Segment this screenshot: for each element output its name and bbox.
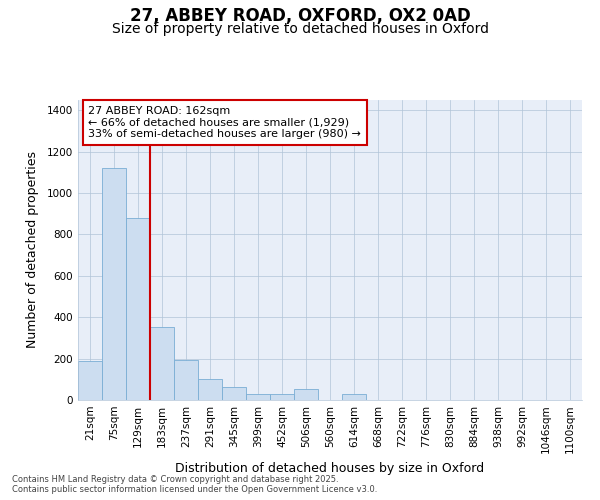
Text: 27, ABBEY ROAD, OXFORD, OX2 0AD: 27, ABBEY ROAD, OXFORD, OX2 0AD <box>130 8 470 26</box>
Bar <box>150 326 174 400</box>
Text: Contains public sector information licensed under the Open Government Licence v3: Contains public sector information licen… <box>12 485 377 494</box>
Text: 27 ABBEY ROAD: 162sqm
← 66% of detached houses are smaller (1,929)
33% of semi-d: 27 ABBEY ROAD: 162sqm ← 66% of detached … <box>88 106 361 139</box>
Bar <box>198 380 222 400</box>
Bar <box>174 360 198 400</box>
Bar <box>246 394 270 400</box>
Bar <box>222 386 246 400</box>
X-axis label: Distribution of detached houses by size in Oxford: Distribution of detached houses by size … <box>175 462 485 475</box>
Bar <box>342 394 366 400</box>
Bar <box>102 168 126 400</box>
Y-axis label: Number of detached properties: Number of detached properties <box>26 152 38 348</box>
Text: Size of property relative to detached houses in Oxford: Size of property relative to detached ho… <box>112 22 488 36</box>
Bar <box>270 394 294 400</box>
Bar <box>126 218 150 400</box>
Bar <box>78 360 102 400</box>
Text: Contains HM Land Registry data © Crown copyright and database right 2025.: Contains HM Land Registry data © Crown c… <box>12 475 338 484</box>
Bar <box>294 388 318 400</box>
